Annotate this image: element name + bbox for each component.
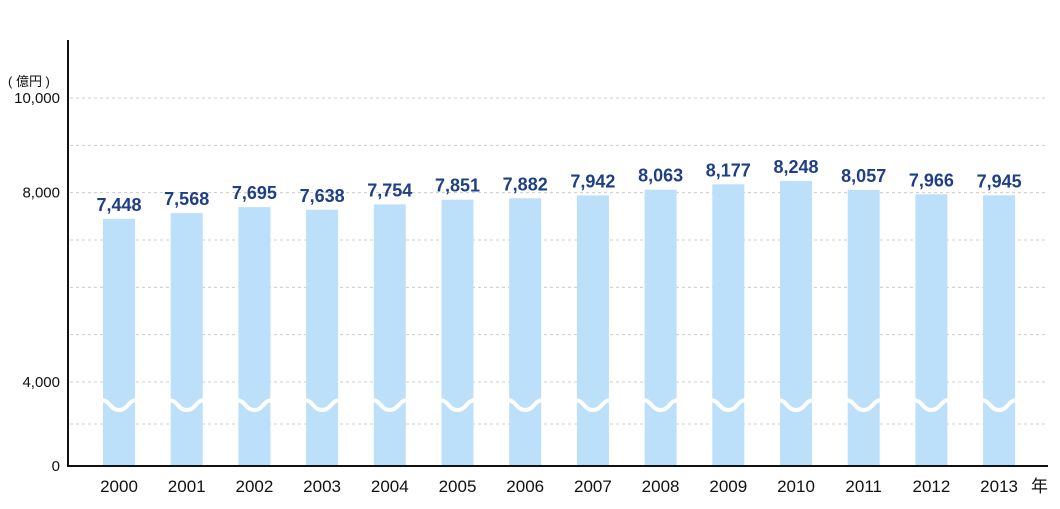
x-tick-label: 2009: [709, 477, 747, 496]
y-tick-label: 4,000: [22, 374, 60, 391]
x-tick-label: 2012: [912, 477, 950, 496]
data-label: 8,248: [773, 157, 818, 177]
bar: [712, 184, 745, 466]
data-label: 7,851: [435, 176, 480, 196]
x-tick-label: 2003: [303, 477, 341, 496]
label-layer: ( 億円 ) 年 0 4,000 8,000 10,000 7,448 2000 7,568…: [8, 74, 1048, 496]
axis-break-mark: [708, 398, 749, 413]
data-label: 7,882: [503, 174, 548, 194]
axis-break-layer: [99, 398, 1020, 413]
axis-break-mark: [505, 398, 546, 413]
x-tick-label: 2011: [845, 477, 882, 496]
x-tick-label: 2008: [642, 477, 680, 496]
bar: [306, 209, 339, 466]
axis-break-mark: [437, 398, 478, 413]
bar: [103, 218, 135, 466]
axis-break-mark: [979, 398, 1020, 413]
bar: [644, 189, 677, 466]
y-tick-label: 0: [52, 458, 60, 475]
axis-break-mark: [776, 398, 816, 413]
x-tick-label: 2000: [100, 477, 138, 496]
grid-layer: [70, 97, 1048, 425]
data-label: 7,448: [96, 195, 141, 215]
x-tick-label: 2002: [235, 477, 273, 496]
x-tick-label: 2007: [574, 477, 612, 496]
x-tick-label: 2005: [439, 477, 477, 496]
data-label: 7,568: [164, 189, 209, 209]
x-tick-label: 2001: [168, 477, 206, 496]
axis-break-mark: [302, 398, 343, 413]
bar: [915, 194, 948, 466]
bar: [780, 180, 812, 467]
axis-break-mark: [911, 398, 952, 413]
data-label: 7,695: [232, 183, 277, 203]
axis-break-mark: [843, 398, 884, 413]
bar: [509, 198, 542, 466]
bar: [576, 195, 609, 466]
data-label: 7,966: [909, 170, 954, 190]
data-label: 7,754: [367, 180, 412, 200]
axis-layer: [67, 40, 1048, 467]
x-tick-label: 2004: [371, 477, 409, 496]
axis-break-mark: [640, 398, 681, 413]
data-label: 7,945: [977, 171, 1022, 191]
bar: [847, 189, 880, 467]
y-tick-label: 8,000: [22, 185, 60, 202]
data-label: 7,942: [570, 171, 615, 191]
bar: [238, 207, 271, 466]
y-unit-label: ( 億円 ): [8, 74, 50, 89]
bar: [983, 195, 1016, 467]
bar-layer: [103, 180, 1016, 467]
data-label: 7,638: [300, 186, 345, 206]
x-tick-label: 2006: [506, 477, 544, 496]
data-label: 8,063: [638, 166, 683, 186]
axis-break-mark: [99, 398, 139, 413]
axis-break-mark: [572, 398, 613, 413]
axis-break-mark: [369, 398, 410, 413]
y-tick-label: 10,000: [14, 90, 60, 107]
x-tick-label: 2013: [980, 477, 1018, 496]
bar: [170, 213, 203, 466]
x-tick-label: 2010: [777, 477, 815, 496]
bar: [373, 204, 406, 466]
data-label: 8,057: [841, 166, 886, 186]
axis-break-mark: [234, 398, 275, 413]
data-label: 8,177: [706, 160, 751, 180]
x-unit-label: 年: [1031, 477, 1048, 496]
bar: [441, 199, 474, 466]
axis-break-mark: [166, 398, 207, 413]
